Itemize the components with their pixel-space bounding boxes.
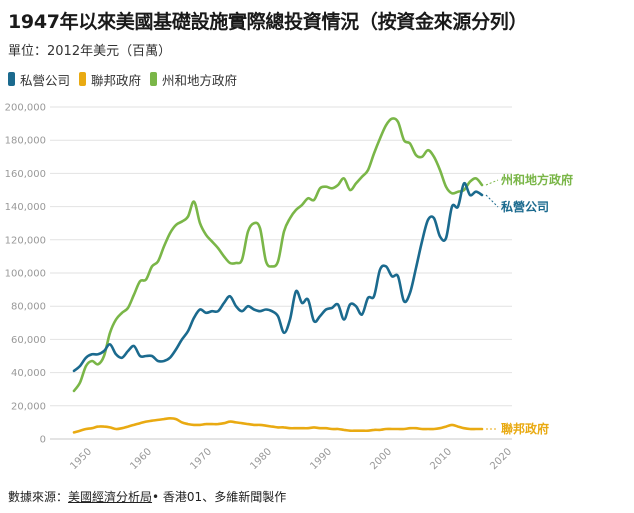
chart-title: 1947年以來美國基礎設施實際總投資情況（按資金來源分列） [8, 11, 528, 33]
legend-swatch-state-local [150, 72, 158, 86]
legend-label-state-local: 州和地方政府 [162, 72, 238, 88]
x-tick-label: 1990 [308, 446, 334, 472]
x-tick-label: 2000 [368, 446, 394, 472]
legend-swatch-private [8, 72, 15, 86]
chart-subtitle: 單位：2012年美元（百萬） [8, 44, 172, 59]
legend-label-federal: 聯邦政府 [91, 72, 142, 88]
legend: 私營公司 聯邦政府 州和地方政府 [8, 70, 246, 88]
y-tick-label: 0 [40, 435, 46, 446]
y-tick-label: 140,000 [5, 202, 46, 213]
legend-item-state-local: 州和地方政府 [150, 70, 237, 89]
source-link[interactable]: 美國經濟分析局 [68, 490, 153, 504]
y-tick-label: 20,000 [11, 401, 46, 412]
source-footer: 數據來源：美國經濟分析局• 香港01、多維新聞製作 [8, 488, 286, 505]
x-tick-label: 2020 [488, 446, 514, 472]
x-tick-label: 1980 [248, 446, 274, 472]
source-suffix: • 香港01、多維新聞製作 [152, 490, 287, 504]
x-tick-label: 1970 [188, 446, 214, 472]
y-tick-label: 60,000 [11, 335, 46, 346]
series-line-state-local [72, 117, 484, 393]
y-tick-label: 100,000 [5, 269, 46, 280]
series-line-private [72, 181, 484, 373]
source-prefix: 數據來源： [8, 490, 69, 504]
y-tick-label: 200,000 [5, 103, 46, 114]
y-tick-label: 180,000 [5, 136, 46, 147]
legend-swatch-federal [79, 72, 87, 86]
legend-item-federal: 聯邦政府 [79, 70, 141, 89]
end-label-leader-private [485, 194, 499, 208]
x-tick-label: 2010 [428, 446, 454, 472]
y-tick-label: 80,000 [11, 302, 46, 313]
end-label-private: 私營公司 [500, 199, 549, 214]
y-tick-label: 120,000 [5, 235, 46, 246]
end-label-leader-state-local [485, 179, 499, 186]
y-tick-label: 160,000 [5, 169, 46, 180]
x-tick-label: 1950 [68, 446, 94, 472]
end-label-state-local: 州和地方政府 [500, 172, 573, 187]
legend-label-private: 私營公司 [20, 72, 71, 88]
legend-item-private: 私營公司 [8, 70, 70, 89]
series-line-federal [72, 417, 484, 434]
end-label-federal: 聯邦政府 [501, 421, 549, 436]
x-tick-label: 1960 [128, 446, 154, 472]
y-tick-label: 40,000 [11, 368, 46, 379]
